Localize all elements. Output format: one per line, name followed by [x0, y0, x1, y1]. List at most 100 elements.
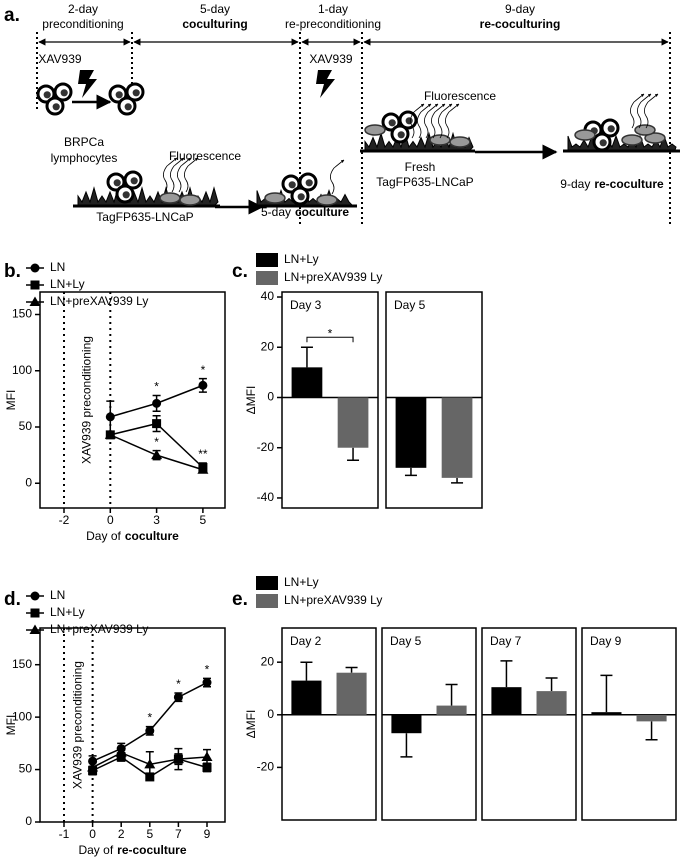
y-tick-label: -20	[257, 440, 275, 454]
error-bar	[600, 674, 613, 713]
error-bar	[400, 733, 413, 758]
y-tick-label: 50	[19, 762, 33, 776]
y-tick-label: 40	[261, 289, 275, 303]
y-tick-label: 0	[25, 475, 32, 489]
error-bar	[300, 346, 313, 368]
cell-nucleus	[124, 103, 132, 111]
emission	[330, 159, 345, 195]
x-axis-label: coculture	[125, 529, 179, 543]
cell-nucleus	[599, 139, 607, 147]
legend-swatch	[256, 594, 278, 608]
label: TagFP635-LNCaP	[376, 175, 473, 189]
cell-nucleus	[122, 191, 130, 199]
facet-frame	[481, 627, 577, 821]
y-tick-label: 50	[19, 419, 33, 433]
legend-marker	[30, 591, 40, 601]
legend-marker	[30, 263, 40, 273]
labelled-cell	[621, 134, 643, 146]
cell-nucleus	[397, 131, 405, 139]
x-tick-label: 3	[153, 513, 160, 527]
marker	[151, 449, 163, 460]
label: Fresh	[405, 160, 436, 174]
legend-label: LN	[50, 260, 65, 274]
y-tick-label: 0	[267, 707, 274, 721]
label: Fluorescence	[169, 149, 241, 163]
plot-frame	[39, 627, 226, 823]
marker	[115, 747, 127, 757]
facet-label: Day 3	[290, 298, 322, 312]
y-tick-label: 150	[12, 307, 32, 321]
legend-label: LN+preXAV939 Ly	[284, 270, 382, 284]
cell-nucleus	[132, 89, 140, 97]
marker	[202, 678, 212, 688]
cell-nucleus	[305, 179, 313, 187]
label: 9-day re-coculture	[560, 177, 664, 191]
labelled-cell	[316, 194, 338, 206]
labelled-cell	[449, 136, 471, 148]
cell-nucleus	[113, 179, 121, 187]
y-axis-label: ΔMFI	[244, 386, 258, 415]
emission	[177, 157, 192, 193]
error-bar	[345, 666, 358, 673]
panel-label: e.	[232, 589, 248, 610]
labelled-cell	[364, 124, 386, 136]
error-bar	[445, 683, 458, 706]
y-axis-label: MFI	[4, 715, 18, 736]
significance: *	[328, 326, 333, 340]
lightning	[78, 70, 97, 98]
cell-shine	[111, 177, 115, 181]
label: re-coculturing	[480, 17, 561, 31]
significance: *	[154, 380, 159, 394]
marker	[172, 753, 184, 764]
x-tick-label: 0	[107, 513, 114, 527]
cell-nucleus	[288, 181, 296, 189]
label: TagFP635-LNCaP	[96, 210, 193, 224]
significance: *	[201, 363, 206, 377]
label: BRPCa	[64, 135, 104, 149]
cell-nucleus	[52, 103, 60, 111]
cell-shine	[122, 101, 126, 105]
labelled-cell	[264, 192, 286, 204]
x-tick-label: 5	[146, 827, 153, 841]
significance: *	[176, 677, 181, 691]
legend-marker	[30, 280, 40, 290]
bar	[395, 397, 427, 468]
cell-shine	[130, 87, 134, 91]
bar	[491, 687, 522, 715]
bar	[441, 397, 473, 478]
x-tick-label: -1	[59, 827, 70, 841]
x-tick-label: 2	[118, 827, 125, 841]
legend-marker	[29, 296, 41, 306]
y-tick-label: -20	[257, 760, 275, 774]
error-bar	[500, 660, 513, 688]
labelled-cell	[179, 194, 201, 206]
label: 5-day coculture	[261, 205, 349, 219]
cell-nucleus	[405, 117, 413, 125]
cell-nucleus	[297, 193, 305, 201]
marker	[144, 758, 156, 769]
emission	[163, 157, 178, 193]
labelled-cell	[634, 124, 656, 136]
emission	[445, 103, 460, 139]
cell-nucleus	[43, 91, 51, 99]
emission	[170, 157, 185, 193]
x-axis-label: Day of re-coculture	[78, 843, 186, 857]
marker	[173, 692, 183, 702]
marker	[201, 751, 213, 761]
facet-frame	[385, 291, 483, 509]
cell-shine	[120, 189, 124, 193]
legend-label: LN+Ly	[284, 575, 319, 589]
y-tick-label: 100	[12, 709, 32, 723]
labelled-cell	[429, 134, 451, 146]
label: 9-day	[505, 2, 535, 16]
legend-swatch	[256, 271, 278, 285]
legend-label: LN+Ly	[50, 277, 85, 291]
y-tick-label: 150	[12, 657, 32, 671]
emission	[184, 157, 199, 193]
bar	[591, 712, 622, 715]
cell-nucleus	[60, 89, 68, 97]
bar	[391, 714, 422, 734]
cell-shine	[303, 177, 307, 181]
facet-frame	[581, 627, 677, 821]
y-axis-label: MFI	[4, 390, 18, 411]
